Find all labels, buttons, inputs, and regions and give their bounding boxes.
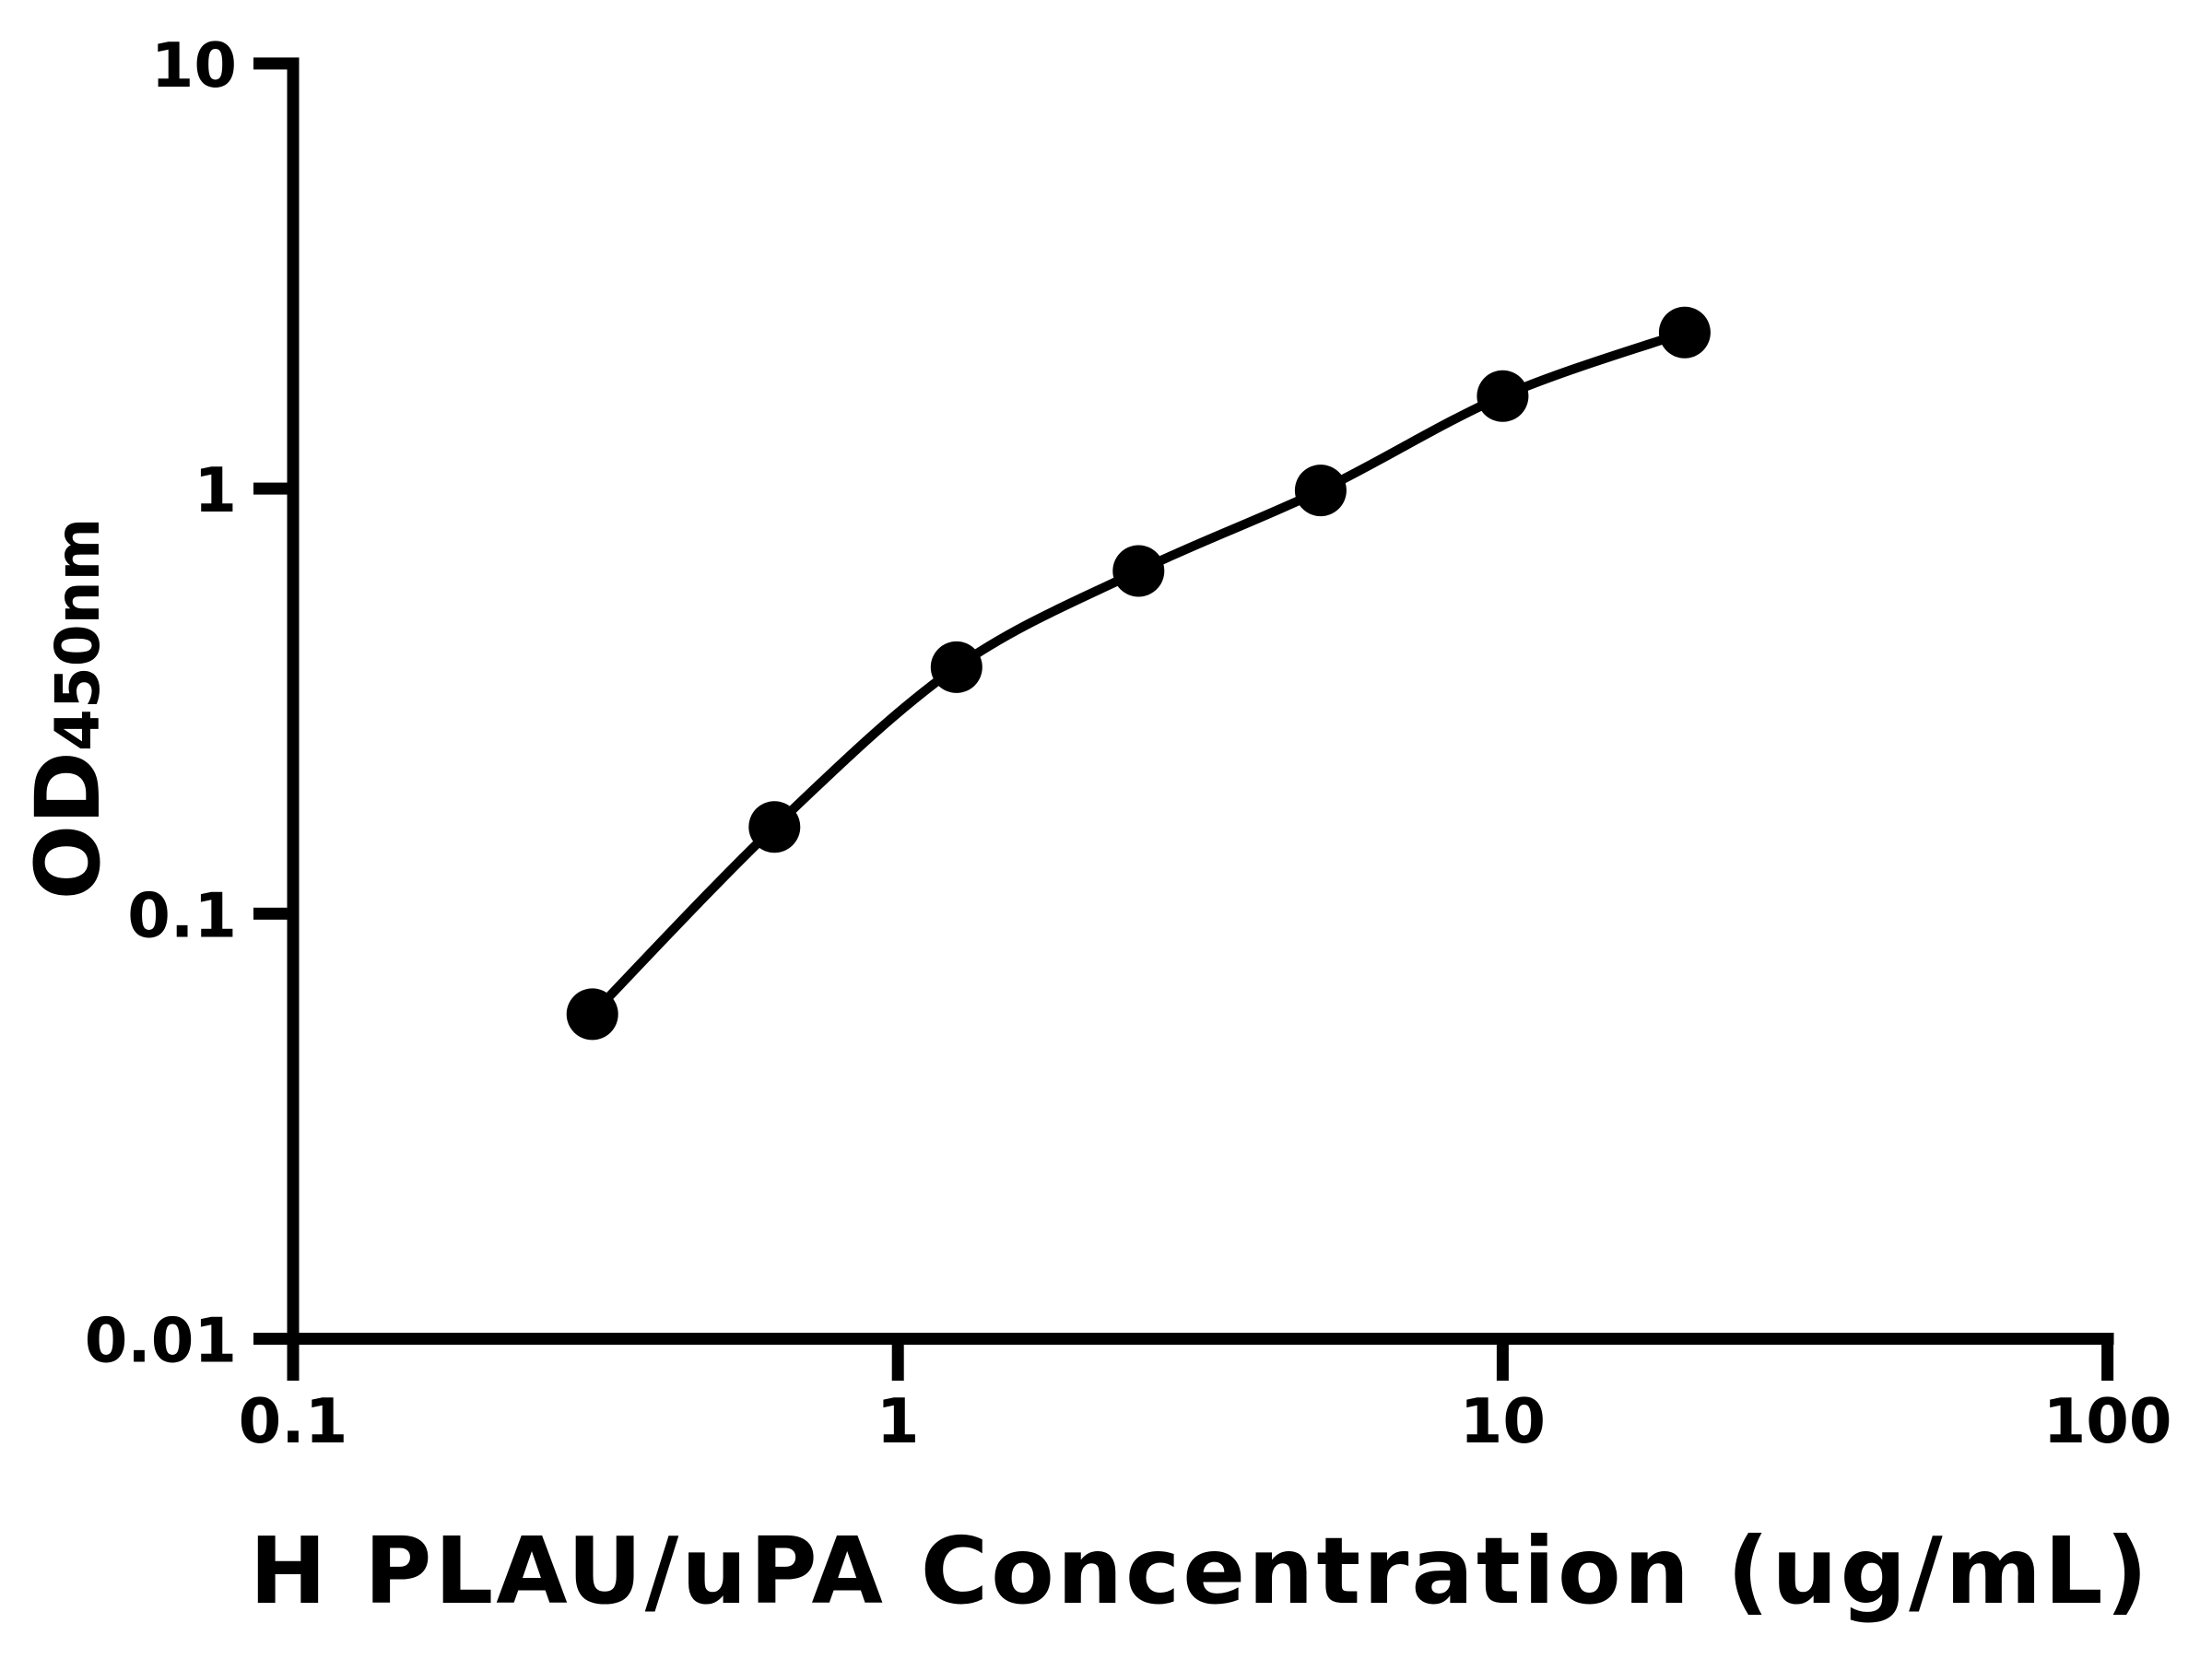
y-tick-label: 1 <box>194 454 237 526</box>
y-axis-title: OD450nm <box>17 518 120 900</box>
points-layer <box>566 306 1711 1041</box>
x-tick-label: 0.1 <box>239 1385 348 1457</box>
data-point <box>930 641 982 693</box>
x-tick <box>2101 1333 2114 1381</box>
x-axis-title: H PLAU/uPA Concentration (ug/mL) <box>250 1517 2151 1625</box>
data-point <box>748 801 801 853</box>
data-point <box>1294 465 1347 517</box>
x-tick <box>1496 1333 1509 1381</box>
x-axis-line <box>287 1333 2114 1345</box>
y-axis-line <box>287 57 300 1345</box>
y-tick-label: 0.1 <box>127 879 237 951</box>
x-tick <box>287 1333 300 1381</box>
x-tick-label: 1 <box>877 1385 920 1457</box>
data-point <box>1112 545 1165 597</box>
y-tick-label: 0.01 <box>85 1305 237 1377</box>
y-tick <box>253 482 300 495</box>
standard-curve-line <box>587 327 1689 1019</box>
y-axis-title-subscript: 450nm <box>42 518 113 752</box>
y-tick <box>253 57 300 70</box>
x-tick-label: 100 <box>2043 1385 2172 1457</box>
y-axis-title-main: OD <box>17 751 120 900</box>
data-point <box>1658 306 1711 359</box>
data-point <box>1477 370 1529 422</box>
data-point <box>566 988 618 1041</box>
x-tick-label: 10 <box>1460 1385 1546 1457</box>
x-tick <box>891 1333 904 1381</box>
y-tick <box>253 907 300 920</box>
curve-layer <box>587 327 1689 1019</box>
y-tick-label: 10 <box>151 29 237 101</box>
